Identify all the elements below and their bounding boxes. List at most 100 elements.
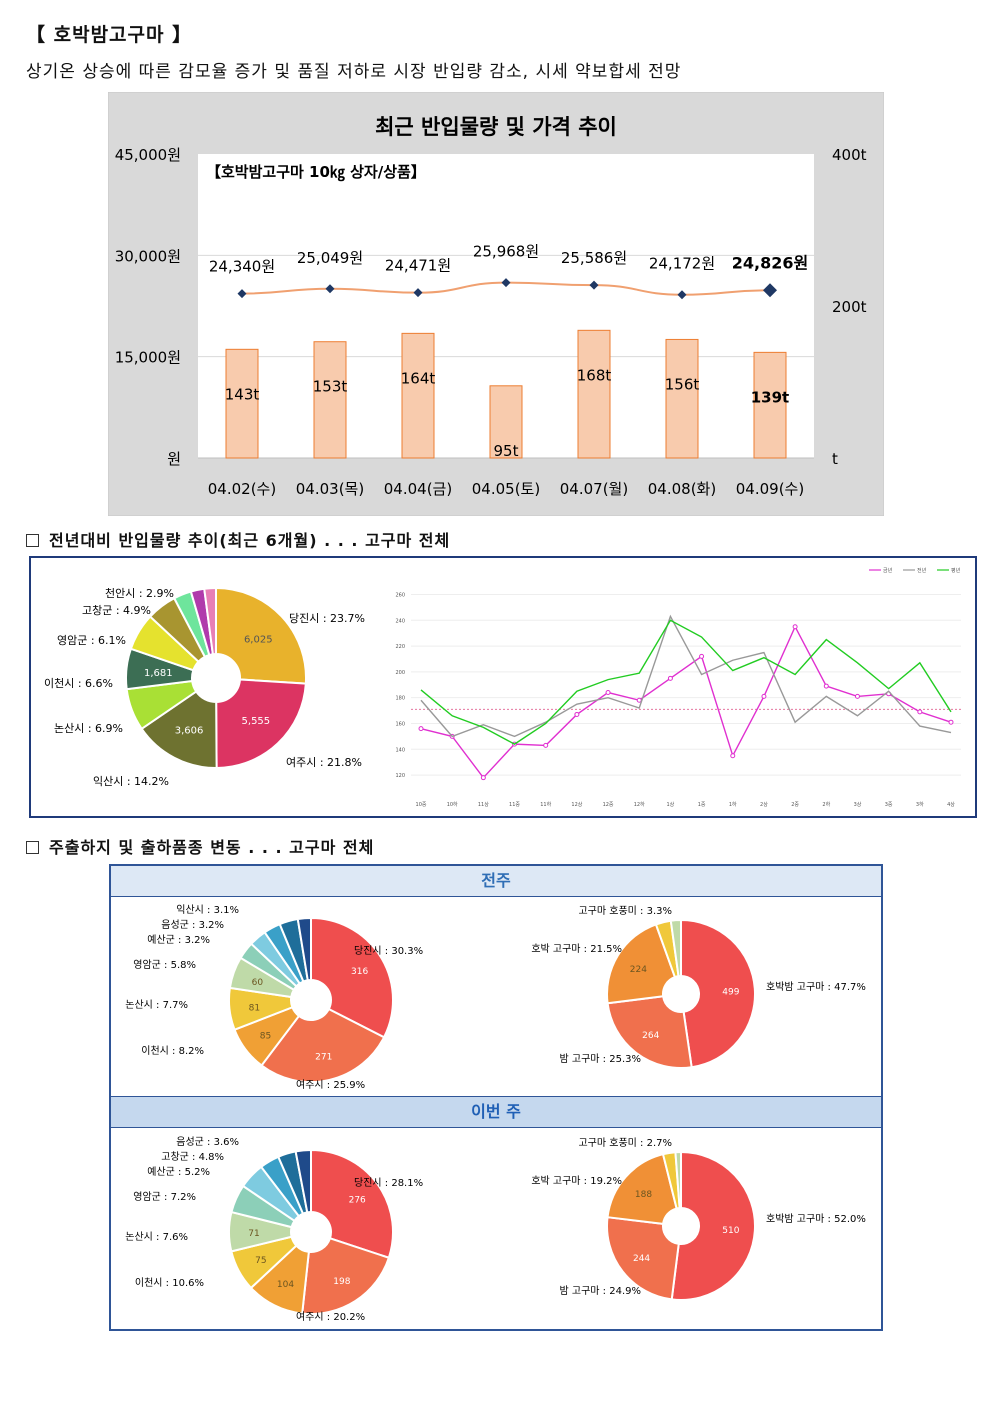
pie-label: 호박 고구마 : 21.5% xyxy=(531,943,622,955)
series-point xyxy=(730,753,736,759)
y-tick: 120 xyxy=(395,773,405,779)
volume-label: 95t xyxy=(494,442,519,460)
this-variety-pie: 510 244 188 호박밤 고구마 : 52.0% 밤 고구마 : 24.9% 호박 … xyxy=(531,1137,866,1301)
pie-label: 예산군 : 3.2% xyxy=(147,934,210,946)
volume-bar xyxy=(753,351,787,459)
y-tick: 140 xyxy=(395,747,405,753)
price-volume-chart: 최근 반입물량 및 가격 추이 【호박밤고구마 10㎏ 상자/상품】 45,00… xyxy=(108,92,884,516)
series-point xyxy=(823,683,829,689)
volume-bar xyxy=(313,341,347,459)
volume-label: 156t xyxy=(665,375,700,393)
x-tick: 10하 xyxy=(447,801,458,808)
x-tick: 4상 xyxy=(947,801,955,808)
x-tick: 2중 xyxy=(791,802,799,808)
pie-label: 논산시 : 7.7% xyxy=(125,999,188,1011)
volume-label: 143t xyxy=(225,385,260,403)
pie-slice xyxy=(310,1148,394,1260)
pie-value: 271 xyxy=(315,1053,332,1063)
pie-label: 영암군 : 5.8% xyxy=(133,959,196,971)
pie-label: 여주시 : 20.2% xyxy=(296,1311,365,1323)
pie-slice xyxy=(606,1216,680,1301)
series-point xyxy=(948,719,954,725)
pie-value: 316 xyxy=(351,967,368,977)
pie-value: 224 xyxy=(630,965,647,975)
section1-heading: 전년대비 반입물량 추이(최근 6개월) . . . 고구마 전체 xyxy=(49,531,451,550)
page-title: 【 호박밤고구마 】 xyxy=(26,24,193,46)
region-pie-chart: 6,025 5,555 3,606 1,681 당진시 : 23.7% 여주시 : 21.… xyxy=(44,586,365,788)
volume-label: 153t xyxy=(313,378,348,396)
x-tick: 11하 xyxy=(540,801,551,808)
pie-slice xyxy=(669,918,682,978)
pie-label: 예산군 : 5.2% xyxy=(147,1166,210,1178)
pie-label: 고구마 호풍미 : 2.7% xyxy=(578,1137,672,1149)
pie-label: 당진시 : 28.1% xyxy=(354,1177,423,1189)
price-marker xyxy=(413,288,423,298)
legend-label: 평년 xyxy=(951,567,961,574)
pie-slice xyxy=(296,916,312,982)
x-tick: 1상 xyxy=(667,801,675,808)
pie-slice xyxy=(670,1150,756,1301)
price-marker xyxy=(325,284,335,294)
left-axis-tick: 15,000원 xyxy=(115,349,181,367)
pie-value: 75 xyxy=(255,1256,266,1266)
pie-value: 85 xyxy=(260,1031,271,1041)
date-label: 04.07(월) xyxy=(560,480,628,498)
prev-region-pie: 316 271 85 81 60 당진시 : 30.3% 여주시 : 25.9% 이천시 : … xyxy=(125,904,423,1091)
prev-variety-pie: 499 264 224 호박밤 고구마 : 47.7% 밤 고구마 : 25.3% 호박 … xyxy=(531,905,866,1069)
legend-label: 금년 xyxy=(883,567,893,574)
x-tick: 12중 xyxy=(603,802,614,808)
pie-label: 익산시 : 3.1% xyxy=(176,904,239,916)
pie-label: 밤 고구마 : 25.3% xyxy=(560,1053,641,1065)
pie-label: 영암군 : 7.2% xyxy=(133,1191,196,1203)
page-subtitle: 상기온 상승에 따른 감모율 증가 및 품질 저하로 시장 반입량 감소, 시세… xyxy=(26,62,682,82)
x-tick: 1중 xyxy=(698,802,706,808)
price-chart-inner-label: 【호박밤고구마 10㎏ 상자/상품】 xyxy=(206,163,426,182)
pie-slice xyxy=(606,923,677,1005)
checkbox-icon xyxy=(26,841,39,854)
pie-slice xyxy=(674,1150,682,1210)
pie-label: 이천시 : 6.6% xyxy=(44,676,113,690)
price-marker xyxy=(589,280,599,290)
this-region-pie: 276 198 104 75 71 당진시 : 28.1% 여주시 : 20.2% 이천시 :… xyxy=(125,1136,423,1323)
price-label: 25,586원 xyxy=(561,249,627,267)
series-point xyxy=(574,711,580,717)
x-tick: 11중 xyxy=(509,802,520,808)
date-label: 04.02(수) xyxy=(208,480,276,498)
pie-label: 당진시 : 23.7% xyxy=(289,612,365,625)
pie-label: 호박밤 고구마 : 52.0% xyxy=(766,1213,866,1225)
series-point xyxy=(667,675,673,681)
pie-slice xyxy=(606,995,693,1069)
x-tick: 3하 xyxy=(916,801,924,808)
pie-value: 104 xyxy=(277,1280,294,1290)
pie-value: 81 xyxy=(249,1003,260,1013)
price-label: 24,172원 xyxy=(649,255,715,273)
pie-label: 익산시 : 14.2% xyxy=(93,775,169,788)
right-axis-tick: 200t xyxy=(832,298,867,316)
pie-value: 71 xyxy=(248,1229,259,1239)
pie-slice xyxy=(140,690,218,769)
pie-value: 1,681 xyxy=(144,668,173,679)
pie-value: 276 xyxy=(349,1196,366,1206)
pie-label: 고창군 : 4.9% xyxy=(82,604,151,617)
y-tick: 240 xyxy=(395,618,405,624)
series-point xyxy=(761,693,767,699)
price-label: 24,340원 xyxy=(209,258,275,276)
x-tick: 2하 xyxy=(822,801,830,808)
pie-slice xyxy=(203,586,217,656)
left-axis-tick: 원 xyxy=(167,450,181,468)
right-axis-tick: 400t xyxy=(832,146,867,164)
pie-slice xyxy=(310,916,394,1039)
x-tick: 12하 xyxy=(634,801,645,808)
y-tick: 180 xyxy=(395,696,405,702)
volume-label: 164t xyxy=(401,369,436,387)
volume-bar xyxy=(577,329,611,459)
pie-label: 호박 고구마 : 19.2% xyxy=(531,1175,622,1187)
price-marker xyxy=(237,289,247,299)
pie-value: 510 xyxy=(722,1226,739,1236)
pie-label: 고창군 : 4.8% xyxy=(161,1151,224,1163)
pie-label: 음성군 : 3.2% xyxy=(161,919,224,931)
pie-slice xyxy=(215,586,307,685)
pie-label: 밤 고구마 : 24.9% xyxy=(560,1285,641,1297)
pie-label: 이천시 : 10.6% xyxy=(135,1277,204,1289)
pie-label: 논산시 : 7.6% xyxy=(125,1231,188,1243)
